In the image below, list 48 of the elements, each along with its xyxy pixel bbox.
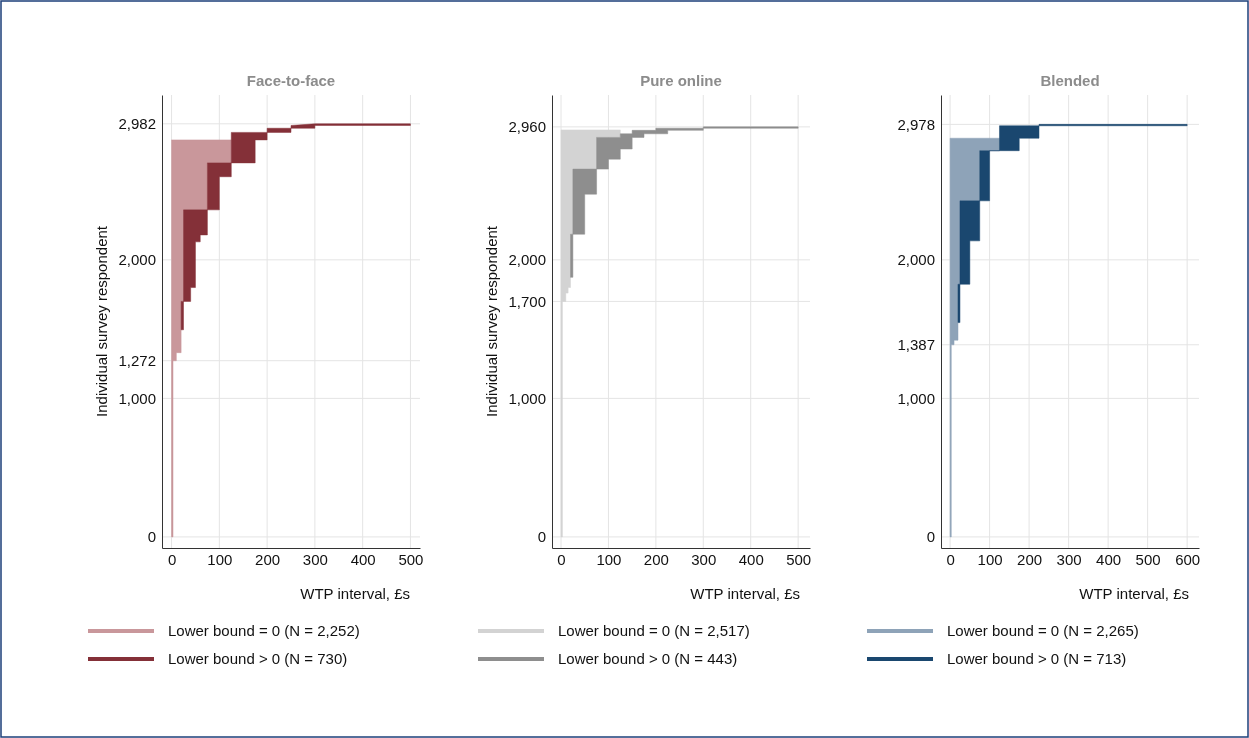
x-tick-label: 100: [207, 550, 233, 568]
x-tick-label: 200: [1017, 550, 1043, 568]
y-tick-label: 0: [537, 528, 546, 546]
x-tick-label: 100: [977, 550, 1003, 568]
y-tick-label: 2,982: [118, 115, 156, 133]
chart-title: Pure online: [640, 72, 722, 89]
y-axis-title: Individual survey respondent: [483, 225, 500, 417]
x-tick-label: 0: [946, 550, 955, 568]
legend-label: Lower bound = 0 (N = 2,517): [558, 622, 750, 639]
legend-label: Lower bound = 0 (N = 2,252): [168, 622, 360, 639]
y-tick-label: 2,000: [118, 251, 156, 269]
x-axis-title: WTP interval, £s: [1079, 585, 1189, 602]
y-tick-label: 0: [147, 528, 156, 546]
x-tick-label: 300: [1056, 550, 1082, 568]
y-tick-label: 1,700: [508, 292, 546, 310]
x-tick-label: 500: [398, 550, 424, 568]
y-tick-label: 2,978: [897, 115, 935, 133]
x-tick-label: 200: [255, 550, 281, 568]
legend-label: Lower bound > 0 (N = 443): [558, 650, 738, 667]
chart-title: Blended: [1040, 72, 1100, 89]
x-tick-label: 300: [302, 550, 328, 568]
x-tick-label: 400: [1096, 550, 1122, 568]
legend-label: Lower bound > 0 (N = 713): [947, 650, 1127, 667]
x-tick-label: 200: [643, 550, 669, 568]
x-tick-label: 500: [786, 550, 812, 568]
y-tick-label: 1,000: [508, 389, 546, 407]
y-tick-label: 2,000: [508, 251, 546, 269]
y-tick-label: 1,387: [897, 336, 935, 354]
x-tick-label: 0: [557, 550, 566, 568]
x-tick-label: 500: [1135, 550, 1161, 568]
x-tick-label: 100: [596, 550, 622, 568]
legend-label: Lower bound = 0 (N = 2,265): [947, 622, 1139, 639]
y-tick-label: 1,000: [118, 389, 156, 407]
legend-label: Lower bound > 0 (N = 730): [168, 650, 348, 667]
x-tick-label: 400: [350, 550, 376, 568]
chart-title: Face-to-face: [246, 72, 336, 89]
y-tick-label: 1,000: [897, 389, 935, 407]
y-tick-label: 2,000: [897, 251, 935, 269]
x-tick-label: 300: [691, 550, 717, 568]
x-axis-title: WTP interval, £s: [690, 585, 800, 602]
y-tick-label: 0: [926, 528, 935, 546]
y-tick-label: 2,960: [508, 118, 546, 136]
x-tick-label: 600: [1175, 550, 1201, 568]
x-axis-title: WTP interval, £s: [300, 585, 410, 602]
x-tick-label: 400: [738, 550, 764, 568]
x-tick-label: 0: [167, 550, 177, 568]
y-axis-title: Individual survey respondent: [93, 225, 110, 417]
y-tick-label: 1,272: [118, 352, 156, 369]
